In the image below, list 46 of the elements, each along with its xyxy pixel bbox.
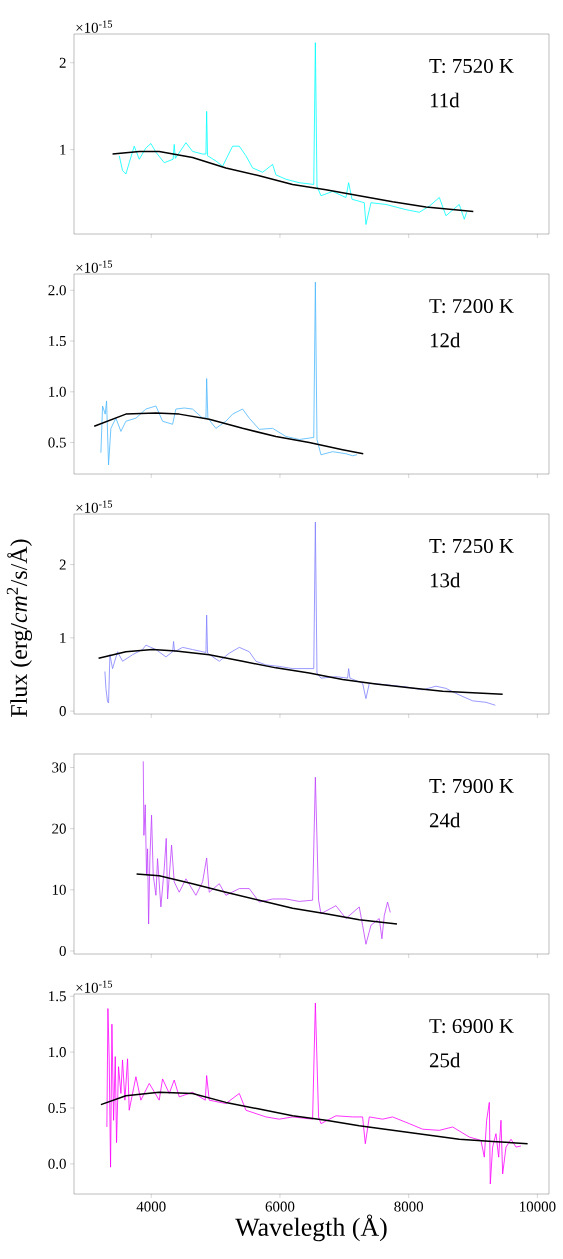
x-axis-title: Wavelegth (Å) (235, 1214, 387, 1242)
y-tick-label: 0 (59, 945, 66, 956)
y-tick-label: 2.0 (48, 285, 66, 296)
annotation: 24d (429, 812, 461, 828)
annotation: 12d (430, 332, 461, 348)
annotation: 13d (430, 572, 461, 588)
y-tick-label: 30 (52, 762, 66, 773)
y-tick-label: 0.5 (48, 437, 66, 448)
line-series (142, 760, 391, 945)
y-tick-label: 2 (59, 57, 66, 68)
text: ×10$^{-15}$ (76, 20, 113, 33)
y-tick-label: 1 (60, 632, 66, 643)
line-series (135, 873, 398, 925)
line-series (100, 281, 358, 466)
y-tick-label: 1.0 (49, 386, 66, 397)
x-tick-label: 8000 (394, 1201, 424, 1212)
line-series (97, 648, 504, 695)
y-axis-title: Flux (erg/cm$^{2}$/s/Å) (6, 539, 32, 717)
text: ×10$^{-15}$ (76, 260, 113, 273)
line-series (93, 412, 364, 455)
y-tick-label: 1.0 (49, 1047, 66, 1058)
y-tick-label: 2 (59, 559, 66, 570)
y-tick-label: 0 (59, 706, 66, 717)
y-tick-label: 10 (52, 884, 66, 895)
annotation: T: 6900 K (429, 1018, 514, 1034)
annotation: T: 7200 K (429, 298, 514, 314)
x-tick-label: 4000 (136, 1201, 166, 1212)
annotation: 11d (430, 92, 460, 108)
y-tick-label: 0.0 (48, 1158, 66, 1169)
y-tick-label: 1.5 (49, 991, 66, 1002)
annotation: T: 7900 K (429, 778, 514, 794)
text: ×10$^{-15}$ (76, 500, 113, 513)
y-tick-label: 1 (60, 144, 66, 155)
y-tick-label: 1.5 (49, 335, 66, 347)
line-series (106, 1002, 522, 1185)
line-series (111, 150, 475, 213)
y-tick-label: 20 (52, 823, 66, 834)
line-series (104, 521, 496, 706)
annotation: 25d (429, 1052, 461, 1068)
annotation: T: 7250 K (429, 538, 514, 554)
line-series (100, 1091, 529, 1145)
y-tick-label: 0.5 (48, 1102, 66, 1114)
x-tick-label: 6000 (265, 1201, 295, 1212)
annotation: T: 7520 K (429, 58, 514, 74)
x-tick-label: 10000 (520, 1201, 556, 1212)
text: ×10$^{-15}$ (76, 980, 113, 993)
